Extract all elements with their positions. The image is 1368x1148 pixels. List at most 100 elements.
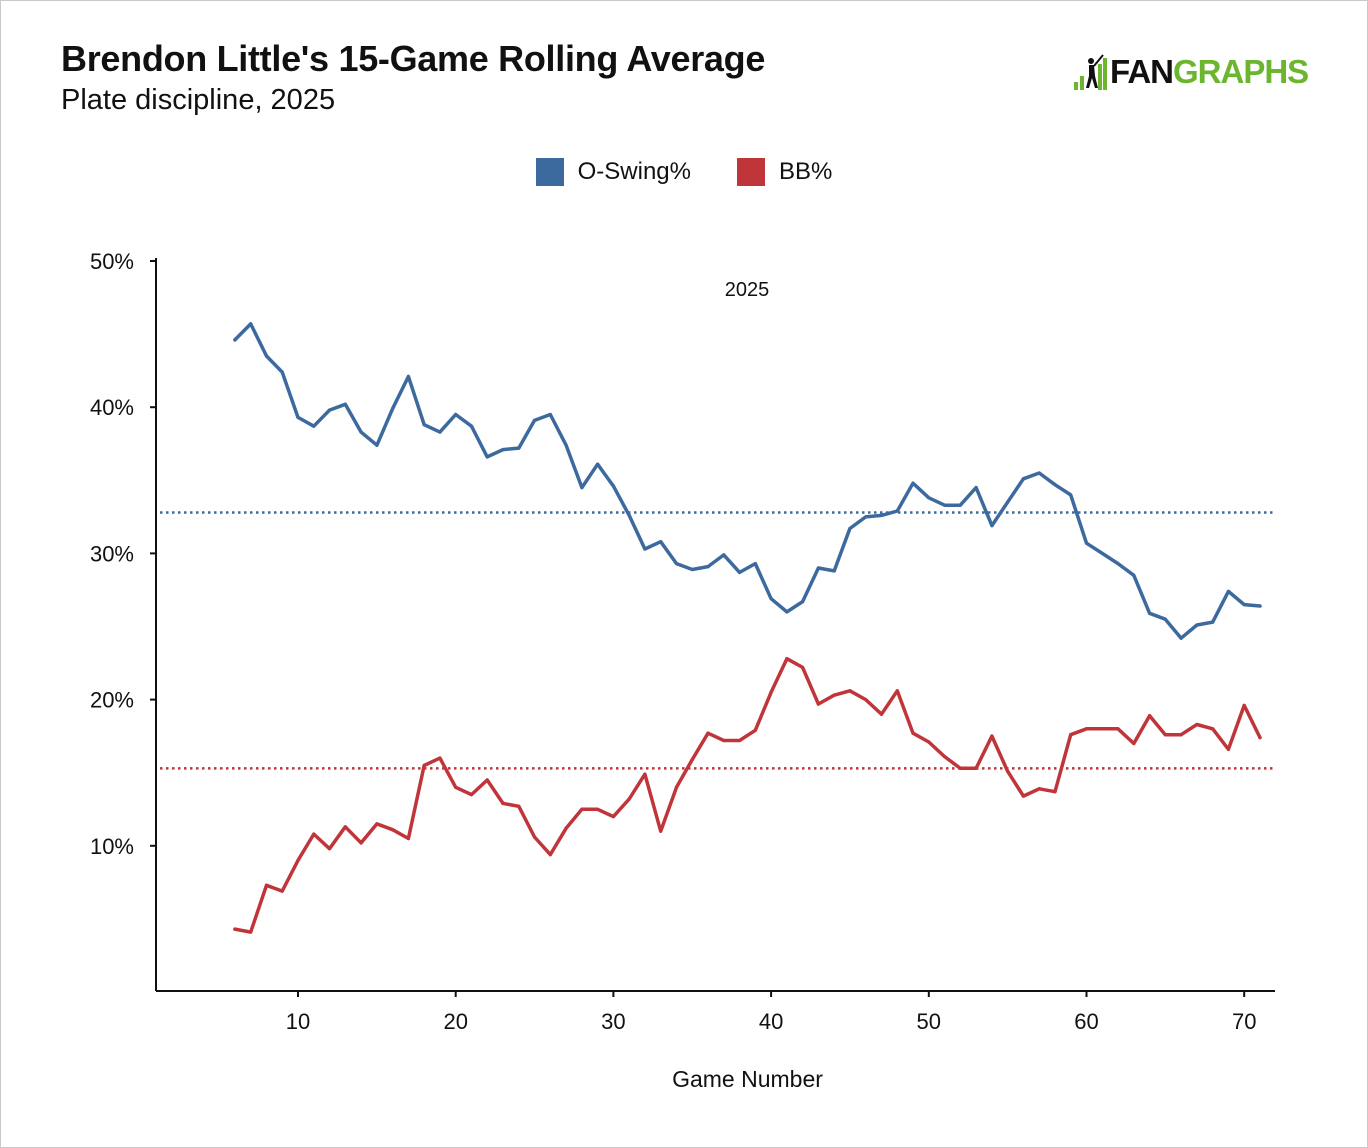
data-point-oswing: [879, 513, 884, 517]
data-point-oswing: [659, 540, 663, 544]
data-point-oswing: [501, 447, 505, 452]
data-point-bb: [801, 665, 805, 670]
series-line-bb: [233, 656, 1262, 934]
data-point-oswing: [1069, 493, 1073, 497]
data-point-oswing: [1100, 551, 1104, 556]
data-point-bb: [1006, 769, 1010, 773]
data-point-oswing: [674, 562, 679, 566]
data-point-bb: [722, 738, 726, 743]
legend-item-oswing: O-Swing%: [535, 158, 691, 186]
data-point-oswing: [785, 610, 789, 614]
y-tick-label: 20%: [90, 688, 134, 713]
fangraphs-logo: FANGRAPHS: [1072, 50, 1309, 94]
x-axis-title: Game Number: [672, 1066, 823, 1092]
data-point-bb: [737, 738, 742, 743]
data-point-bb: [406, 836, 410, 841]
data-point-bb: [690, 757, 694, 762]
data-point-bb: [611, 814, 616, 819]
y-tick-label: 40%: [90, 395, 134, 420]
data-point-bb: [753, 728, 757, 732]
data-point-oswing: [1021, 477, 1026, 481]
data-point-oswing: [249, 322, 253, 326]
data-point-bb: [769, 690, 773, 694]
data-point-oswing: [1258, 604, 1262, 608]
series-line-oswing: [233, 322, 1262, 640]
data-point-bb: [517, 804, 521, 808]
data-point-bb: [454, 785, 458, 789]
logo-graphs-text: GRAPHS: [1173, 53, 1309, 90]
chart-subtitle: Plate discipline, 2025: [61, 84, 336, 116]
data-point-oswing: [580, 486, 584, 490]
data-point-bb: [1195, 722, 1199, 727]
data-point-bb: [391, 828, 395, 832]
data-point-bb: [643, 772, 647, 776]
data-point-bb: [580, 807, 584, 811]
data-point-oswing: [233, 338, 237, 342]
data-point-oswing: [832, 569, 836, 573]
legend-label-bb: BB%: [779, 158, 833, 185]
data-point-bb: [848, 689, 852, 693]
data-point-oswing: [895, 509, 899, 513]
data-point-bb: [280, 889, 284, 893]
data-point-oswing: [406, 374, 410, 379]
data-point-oswing: [1053, 483, 1057, 487]
legend-item-bb: BB%: [737, 158, 832, 186]
data-point-oswing: [1195, 623, 1199, 627]
data-point-bb: [942, 755, 947, 759]
data-point-oswing: [1163, 617, 1167, 621]
data-point-bb: [359, 841, 363, 845]
data-point-bb: [1053, 790, 1057, 794]
data-point-bb: [438, 756, 442, 760]
data-point-oswing: [327, 408, 332, 412]
data-point-bb: [1163, 733, 1167, 737]
data-point-oswing: [264, 354, 269, 358]
data-point-bb: [1242, 703, 1246, 708]
data-point-oswing: [391, 407, 395, 411]
data-point-oswing: [816, 566, 821, 570]
fangraphs-batter-icon: [1074, 54, 1107, 90]
data-point-bb: [1084, 727, 1089, 731]
data-point-oswing: [1006, 500, 1010, 504]
data-point-bb: [659, 829, 663, 833]
data-point-oswing: [911, 481, 915, 485]
data-point-oswing: [438, 430, 442, 434]
data-point-oswing: [627, 513, 631, 517]
data-point-oswing: [958, 503, 962, 507]
data-point-bb: [879, 712, 884, 716]
data-point-bb: [1226, 747, 1231, 751]
x-tick-label: 30: [601, 1009, 625, 1034]
chart-legend: O-Swing% BB%: [0, 158, 1368, 186]
data-point-bb: [816, 702, 821, 706]
data-point-bb: [895, 689, 899, 693]
data-point-bb: [958, 766, 962, 770]
data-point-oswing: [864, 515, 868, 519]
data-point-oswing: [690, 567, 694, 572]
data-point-oswing: [280, 370, 284, 374]
data-point-bb: [249, 930, 253, 934]
data-point-bb: [501, 801, 505, 806]
data-point-bb: [1179, 733, 1183, 737]
legend-label-oswing: O-Swing%: [577, 158, 691, 185]
data-point-bb: [864, 698, 868, 702]
data-point-oswing: [927, 496, 931, 500]
data-point-bb: [1100, 727, 1104, 731]
data-point-bb: [375, 822, 379, 826]
data-point-oswing: [1132, 573, 1136, 577]
data-point-bb: [548, 852, 552, 857]
data-point-bb: [974, 766, 978, 770]
chart-title: Brendon Little's 15-Game Rolling Average: [61, 38, 766, 79]
data-point-oswing: [848, 526, 852, 531]
data-point-oswing: [422, 423, 426, 427]
data-point-oswing: [611, 484, 616, 488]
legend-swatch-oswing: [535, 158, 564, 186]
data-point-bb: [1132, 741, 1136, 746]
legend-swatch-bb: [737, 158, 765, 186]
data-point-oswing: [359, 430, 363, 434]
data-point-oswing: [753, 562, 757, 566]
season-annotation: 2025: [725, 279, 770, 301]
data-point-bb: [1116, 727, 1120, 731]
data-point-oswing: [564, 443, 568, 447]
data-point-bb: [596, 807, 600, 811]
data-point-oswing: [517, 446, 521, 450]
